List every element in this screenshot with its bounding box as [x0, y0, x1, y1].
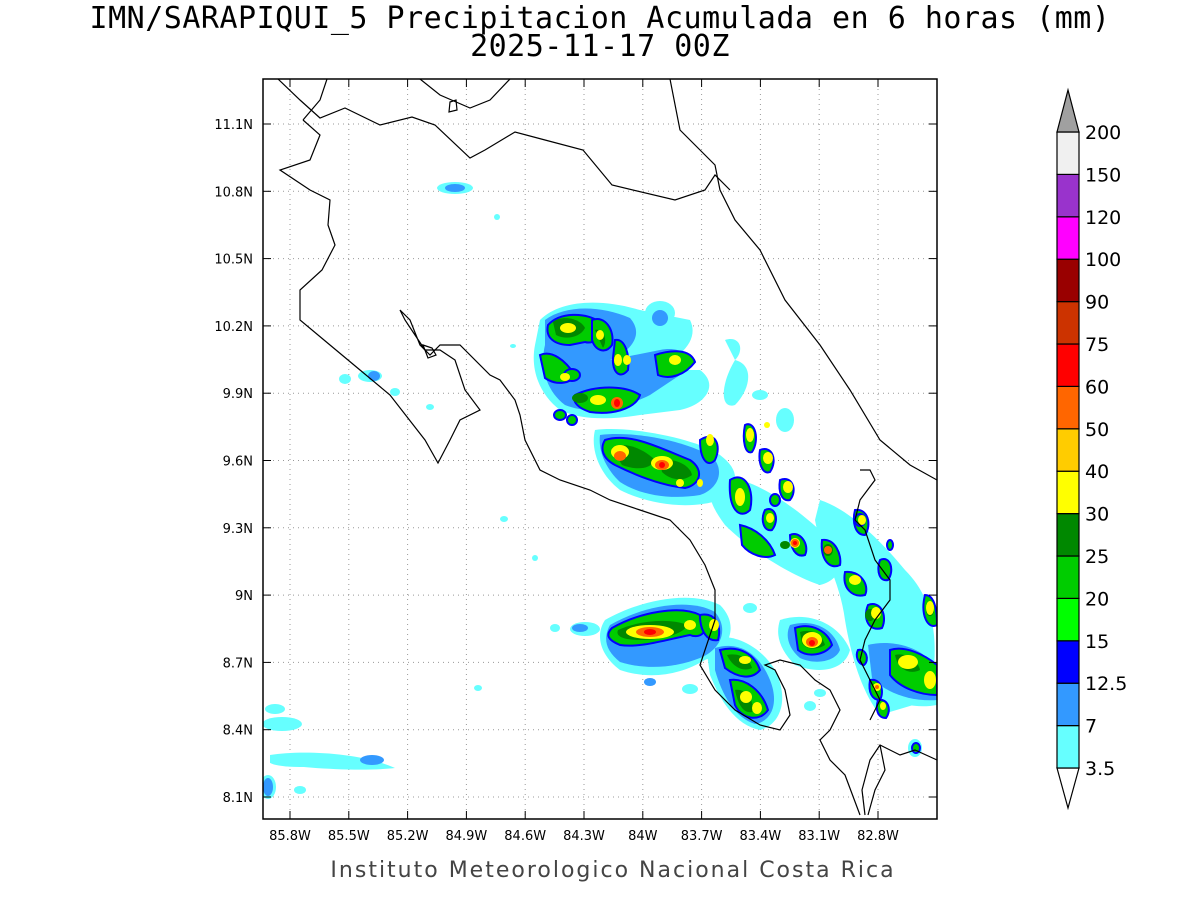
colorbar-box [1056, 428, 1080, 472]
map-frame [262, 78, 938, 820]
precip-3-5 [263, 182, 937, 799]
colorbar-box [1056, 343, 1080, 388]
lon-tick-label: 84.3W [563, 829, 605, 844]
colorbar-label: 3.5 [1085, 758, 1115, 780]
colorbar-box [1056, 131, 1080, 176]
colorbar-label: 30 [1085, 504, 1109, 526]
colorbar-box [1056, 724, 1080, 769]
precip-60-75 [614, 399, 815, 646]
colorbar-label: 200 [1085, 122, 1121, 144]
colorbar-label: 25 [1085, 546, 1109, 568]
colorbar-arrow-low [1056, 767, 1080, 811]
colorbar-label: 40 [1085, 461, 1109, 483]
lat-tick-label: 9N [235, 589, 253, 604]
lon-tick-label: 84.6W [504, 829, 546, 844]
lon-tick-label: 85.8W [269, 829, 311, 844]
colorbar-box [1056, 682, 1080, 727]
lon-tick-label: 83.7W [681, 829, 723, 844]
lon-tick-label: 85.2W [387, 829, 429, 844]
precip-7 [263, 184, 937, 796]
coastlines [277, 79, 937, 816]
lon-tick-label: 83.4W [739, 829, 781, 844]
colorbar-arrow-high [1056, 87, 1080, 133]
colorbar-label: 60 [1085, 376, 1109, 398]
colorbar-label: 20 [1085, 588, 1109, 610]
colorbar-label: 15 [1085, 631, 1109, 653]
map-datetime: 2025-11-17 00Z [470, 29, 730, 64]
lat-tick-label: 10.2N [214, 320, 253, 335]
longitude-axis: 85.8W 85.5W 85.2W 84.9W 84.6W 84.3W 84W 83.7W 83… [269, 79, 899, 844]
colorbar-label: 100 [1085, 249, 1121, 271]
map-title: IMN/SARAPIQUI_5 Precipitacion Acumulada … [89, 1, 1111, 36]
colorbar-label: 90 [1085, 292, 1109, 314]
colorbar-label: 120 [1085, 207, 1121, 229]
lat-tick-label: 8.1N [223, 791, 253, 806]
precip-30-40 [560, 323, 936, 714]
lon-tick-label: 83.1W [798, 829, 840, 844]
precip-layer [263, 182, 937, 799]
colorbar-box [1056, 470, 1080, 515]
lon-tick-label: 84.9W [445, 829, 487, 844]
lat-tick-label: 8.7N [223, 656, 253, 671]
lat-tick-label: 10.8N [214, 185, 253, 200]
lon-tick-label: 82.8W [857, 829, 899, 844]
colorbar-label: 150 [1085, 164, 1121, 186]
colorbar-box [1056, 555, 1080, 600]
lat-tick-label: 10.5N [214, 253, 253, 268]
colorbar-box [1056, 216, 1080, 260]
colorbar-box [1056, 258, 1080, 303]
colorbar-label: 75 [1085, 334, 1109, 356]
precip-50-60 [611, 397, 879, 689]
colorbar: 3.5 7 12.5 15 20 25 30 40 50 60 75 90 100 120 150 200 [1056, 87, 1127, 811]
lat-tick-label: 9.6N [223, 455, 253, 470]
colorbar-label: 7 [1085, 716, 1097, 738]
lon-tick-label: 85.5W [328, 829, 370, 844]
footer-credit: Instituto Meteorologico Nacional Costa R… [330, 858, 896, 883]
lat-tick-label: 9.9N [223, 387, 253, 402]
lat-tick-label: 11.1N [214, 118, 253, 133]
colorbar-label: 50 [1085, 419, 1109, 441]
colorbar-box [1056, 301, 1080, 345]
colorbar-box [1056, 597, 1080, 642]
colorbar-box [1056, 512, 1080, 557]
lon-tick-label: 84W [628, 829, 658, 844]
lat-tick-label: 9.3N [223, 522, 253, 537]
lat-tick-label: 8.4N [223, 724, 253, 739]
colorbar-box [1056, 640, 1080, 684]
latitude-axis: 11.1N 10.8N 10.5N 10.2N 9.9N 9.6N 9.3N 9N 8.7N 8.… [214, 118, 937, 806]
colorbar-box [1056, 173, 1080, 218]
colorbar-box [1056, 385, 1080, 430]
colorbar-label: 12.5 [1085, 673, 1127, 695]
